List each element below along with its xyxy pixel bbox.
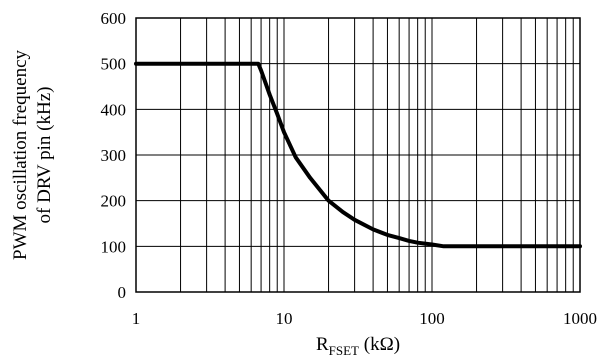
y-axis-label-line1: PWM oscillation frequency [10,50,31,261]
y-tick-label: 100 [101,237,127,256]
x-tick-labels: 1 10 100 1000 [132,309,597,328]
plot-frame [135,17,581,293]
y-tick-label: 200 [101,192,127,211]
x-tick-label: 100 [419,309,445,328]
y-axis-label-line2: of DRV pin (kHz) [34,87,55,224]
grid-lines [136,18,580,292]
x-axis-label-units: (kΩ) [359,334,400,355]
y-tick-label: 500 [101,55,127,74]
y-tick-label: 0 [118,283,127,302]
y-tick-label: 600 [101,9,127,28]
x-axis-label: RFSET (kΩ) [316,334,400,358]
y-tick-label: 300 [101,146,127,165]
x-tick-label: 1 [132,309,141,328]
x-axis-label-subscript: FSET [329,343,359,358]
x-tick-label: 10 [276,309,293,328]
y-tick-labels: 0 100 200 300 400 500 600 [101,9,127,302]
x-axis-label-main: R [316,334,329,355]
series-line [134,61,582,249]
series-line-group [134,61,582,249]
x-tick-label: 1000 [563,309,597,328]
y-tick-label: 400 [101,100,127,119]
